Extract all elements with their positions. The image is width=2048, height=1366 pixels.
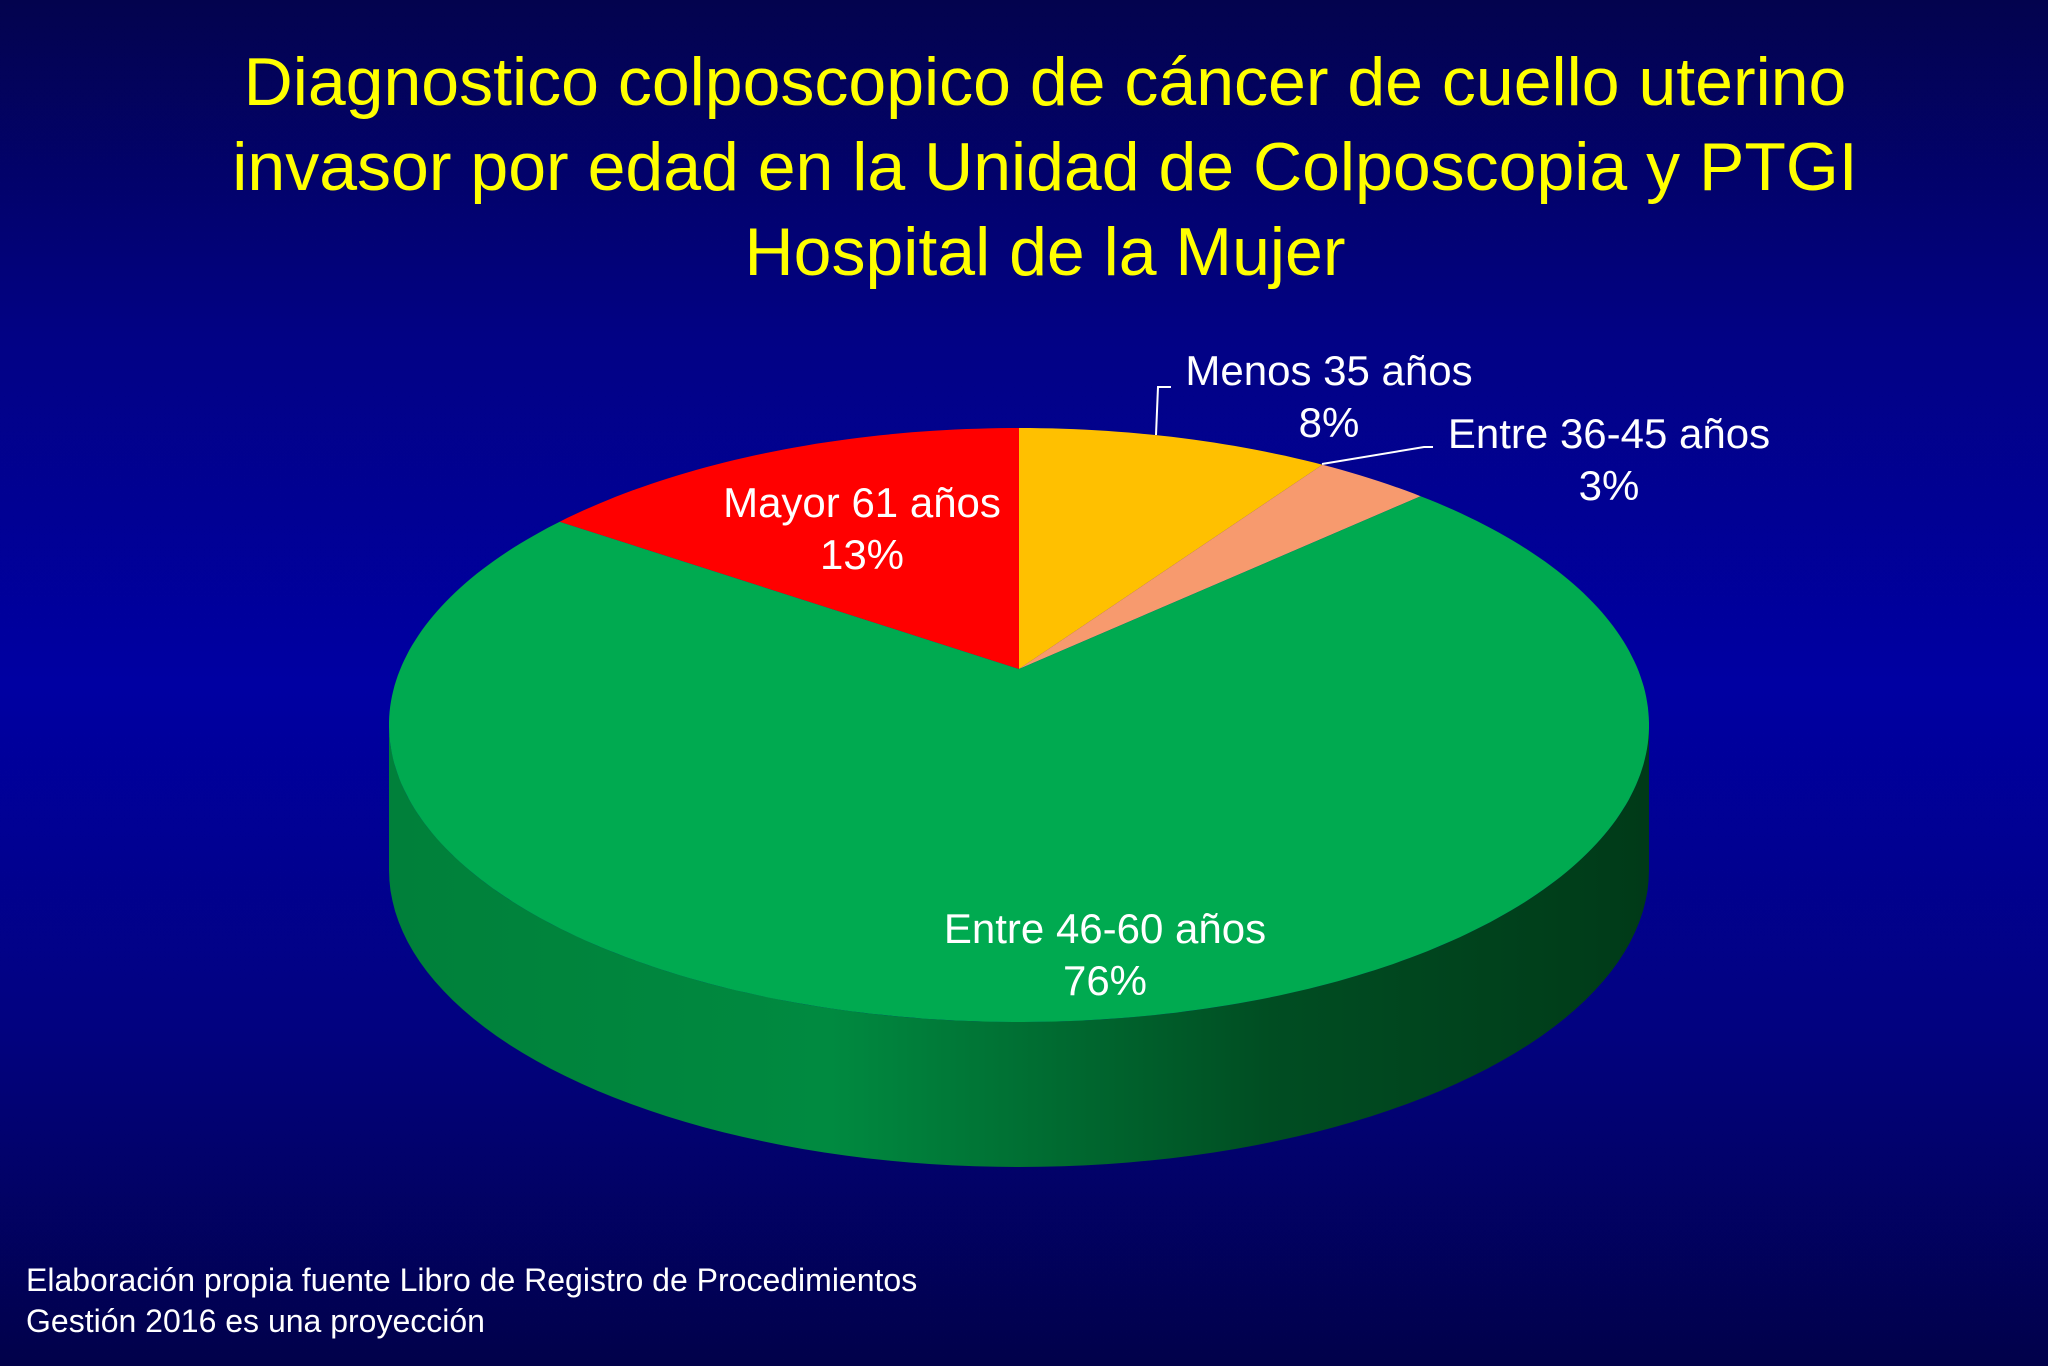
leader-line-entre-36-45 bbox=[1321, 446, 1433, 465]
slice-value-label: 8% bbox=[1298, 399, 1360, 446]
title-line-1: Diagnostico colposcopico de cáncer de cu… bbox=[243, 44, 1847, 120]
chart-title: Diagnostico colposcopico de cáncer de cu… bbox=[0, 40, 2048, 295]
pie-slice-entre-46-60-a-os bbox=[389, 496, 1649, 1022]
slice-label-text: Mayor 61 años bbox=[723, 479, 1001, 526]
footnote: Elaboración propia fuente Libro de Regis… bbox=[26, 1260, 917, 1342]
slice-label-text: Entre 46-60 años bbox=[943, 905, 1267, 952]
pie-slice-mayor-61-a-os bbox=[559, 428, 1019, 669]
footnote-line-1: Elaboración propia fuente Libro de Regis… bbox=[26, 1262, 918, 1298]
slice-label-entre-36-45: Entre 36-45 años 3% bbox=[1448, 408, 1770, 512]
slice-value-label: 13% bbox=[819, 531, 905, 578]
slice-value-label: 3% bbox=[1578, 462, 1640, 509]
slice-value-label: 76% bbox=[1062, 957, 1148, 1004]
pie-slice-menos-35-a-os bbox=[1019, 428, 1323, 669]
slice-label-text: Entre 36-45 años bbox=[1447, 410, 1771, 457]
footnote-line-2: Gestión 2016 es una proyección bbox=[26, 1303, 485, 1339]
leader-line-menos-35 bbox=[1155, 386, 1171, 436]
slice-label-text: Menos 35 años bbox=[1185, 347, 1473, 394]
pie-slice-entre-36-45-a-os bbox=[1019, 464, 1421, 669]
slice-label-menos-35: Menos 35 años 8% bbox=[1185, 345, 1472, 449]
title-line-3: Hospital de la Mujer bbox=[744, 214, 1346, 290]
slice-label-entre-46-60: Entre 46-60 años 76% bbox=[944, 903, 1266, 1007]
title-line-2: invasor por edad en la Unidad de Colposc… bbox=[232, 129, 1858, 205]
pie-side-wall bbox=[389, 725, 1649, 1167]
slice-label-mayor-61: Mayor 61 años 13% bbox=[723, 477, 1001, 581]
